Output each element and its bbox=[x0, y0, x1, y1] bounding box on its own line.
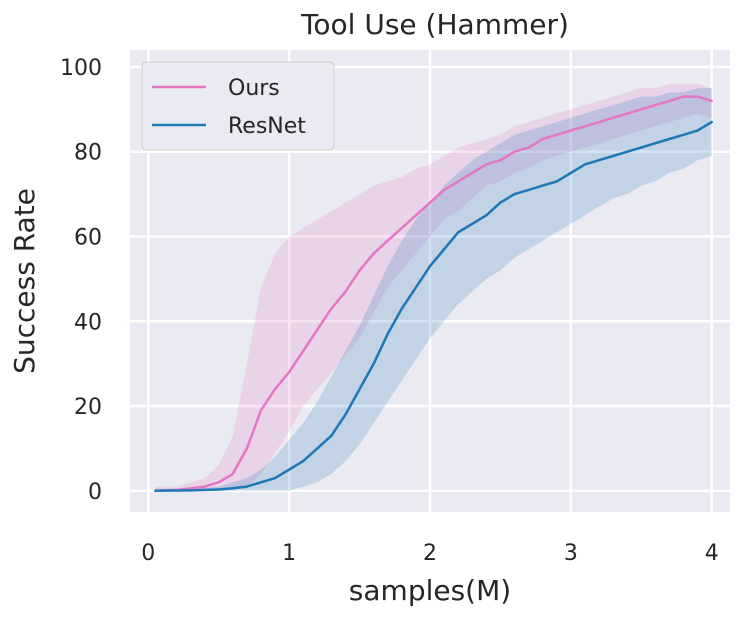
x-tick-label: 3 bbox=[564, 541, 578, 566]
confidence-bands bbox=[155, 83, 712, 491]
y-tick-labels: 0 20 40 60 80 100 bbox=[60, 56, 102, 505]
y-tick-label: 60 bbox=[74, 225, 102, 250]
y-axis-title: Success Rate bbox=[8, 188, 41, 374]
x-tick-label: 2 bbox=[423, 541, 437, 566]
line-resnet bbox=[154, 120, 713, 493]
y-tick-label: 80 bbox=[74, 141, 102, 166]
x-tick-labels: 0 1 2 3 4 bbox=[141, 541, 718, 566]
legend-label-ours: Ours bbox=[228, 76, 280, 101]
x-axis-title: samples(M) bbox=[349, 574, 511, 607]
line-ours bbox=[154, 95, 713, 493]
y-tick-label: 100 bbox=[60, 56, 102, 81]
chart-title: Tool Use (Hammer) bbox=[300, 8, 569, 41]
x-tick-label: 1 bbox=[282, 541, 296, 566]
y-tick-label: 0 bbox=[88, 480, 102, 505]
y-tick-label: 40 bbox=[74, 310, 102, 335]
legend: Ours ResNet bbox=[141, 61, 335, 151]
x-tick-label: 0 bbox=[141, 541, 155, 566]
x-tick-label: 4 bbox=[705, 541, 719, 566]
y-tick-label: 20 bbox=[74, 395, 102, 420]
legend-label-resnet: ResNet bbox=[228, 114, 306, 139]
band-ours bbox=[155, 83, 712, 491]
series-lines bbox=[154, 95, 713, 493]
band-resnet bbox=[155, 88, 712, 491]
legend-box bbox=[141, 61, 335, 151]
